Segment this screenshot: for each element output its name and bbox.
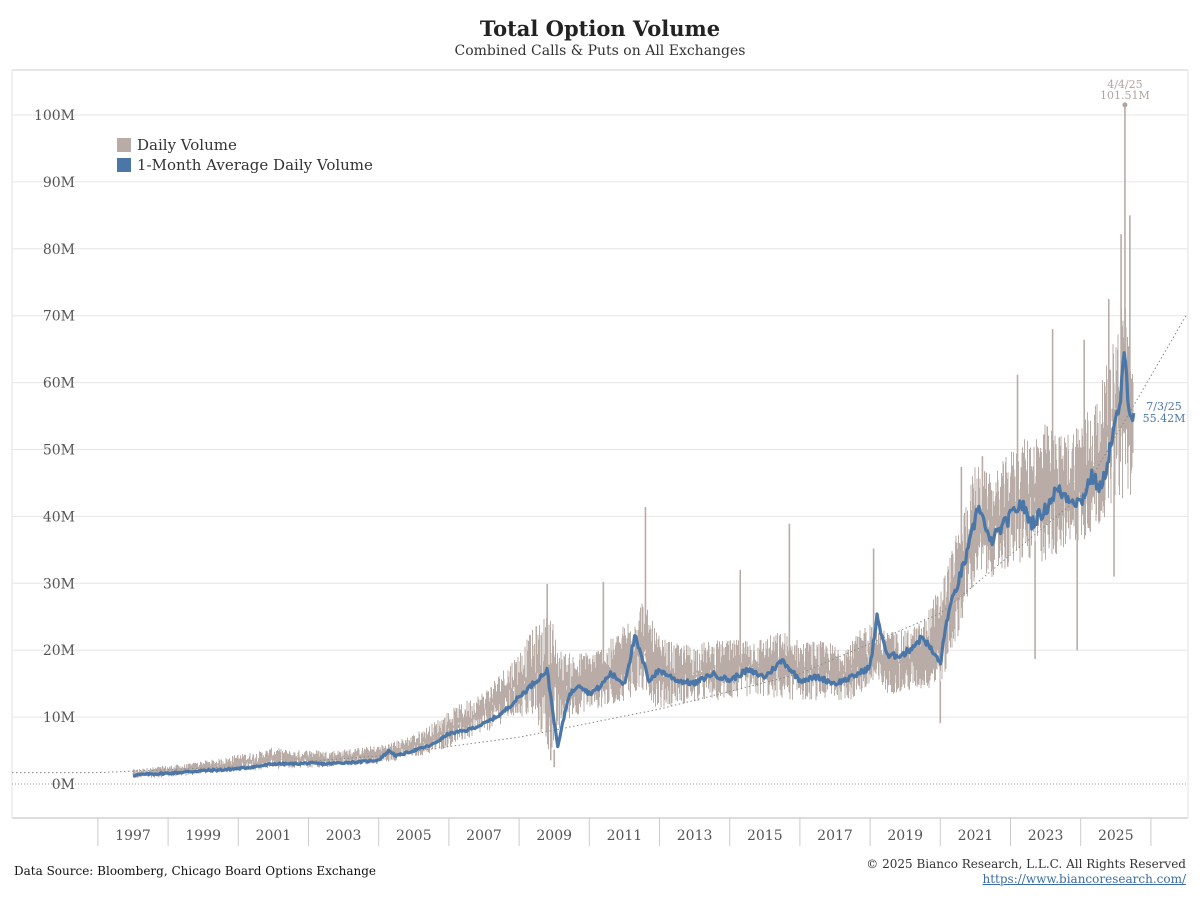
legend-label-daily: Daily Volume <box>137 136 237 154</box>
x-tick-label: 2025 <box>1098 828 1134 844</box>
x-tick-label: 2003 <box>326 828 362 844</box>
x-tick-label: 2009 <box>536 828 572 844</box>
peak-date-label: 4/4/25 <box>1107 78 1142 91</box>
chart-subtitle: Combined Calls & Puts on All Exchanges <box>454 43 746 59</box>
average-volume-line <box>132 351 1136 778</box>
x-tick-label: 2013 <box>677 828 713 844</box>
x-tick-label: 2015 <box>747 828 783 844</box>
y-tick-label: 10M <box>43 710 75 726</box>
legend-label-average: 1-Month Average Daily Volume <box>137 156 373 174</box>
y-tick-label: 30M <box>43 576 75 592</box>
legend-swatch-daily <box>117 138 131 152</box>
y-tick-label: 50M <box>43 443 75 459</box>
x-tick-label: 2021 <box>958 828 994 844</box>
x-tick-label: 2019 <box>887 828 923 844</box>
x-tick-label: 2011 <box>607 828 643 844</box>
latest-value-label: 55.42M <box>1143 412 1186 425</box>
y-tick-label: 0M <box>52 777 75 793</box>
x-tick-label: 2005 <box>396 828 432 844</box>
y-tick-label: 80M <box>43 242 75 258</box>
x-tick-label: 1999 <box>185 828 221 844</box>
x-tick-label: 2007 <box>466 828 502 844</box>
footer-credits: © 2025 Bianco Research, L.L.C. All Right… <box>866 857 1186 887</box>
y-tick-label: 100M <box>34 108 75 124</box>
x-tick-label: 1997 <box>115 828 151 844</box>
copyright-text: © 2025 Bianco Research, L.L.C. All Right… <box>866 857 1186 871</box>
y-tick-label: 60M <box>43 376 75 392</box>
bianco-research-link[interactable]: https://www.biancoresearch.com/ <box>982 872 1186 886</box>
peak-value-label: 101.51M <box>1100 89 1150 102</box>
x-tick-label: 2017 <box>817 828 853 844</box>
chart-title: Total Option Volume <box>479 16 721 41</box>
y-tick-label: 90M <box>43 175 75 191</box>
latest-date-label: 7/3/25 <box>1146 400 1181 413</box>
trend-line <box>12 315 1188 774</box>
y-tick-label: 70M <box>43 309 75 325</box>
peak-marker <box>1122 102 1128 108</box>
y-tick-label: 40M <box>43 509 75 525</box>
x-tick-label: 2023 <box>1028 828 1064 844</box>
x-tick-label: 2001 <box>256 828 292 844</box>
y-tick-label: 20M <box>43 643 75 659</box>
chart-legend: Daily Volume 1-Month Average Daily Volume <box>117 136 373 174</box>
daily-volume-series <box>132 104 1134 778</box>
legend-swatch-average <box>117 158 131 172</box>
data-source-note: Data Source: Bloomberg, Chicago Board Op… <box>14 864 376 878</box>
